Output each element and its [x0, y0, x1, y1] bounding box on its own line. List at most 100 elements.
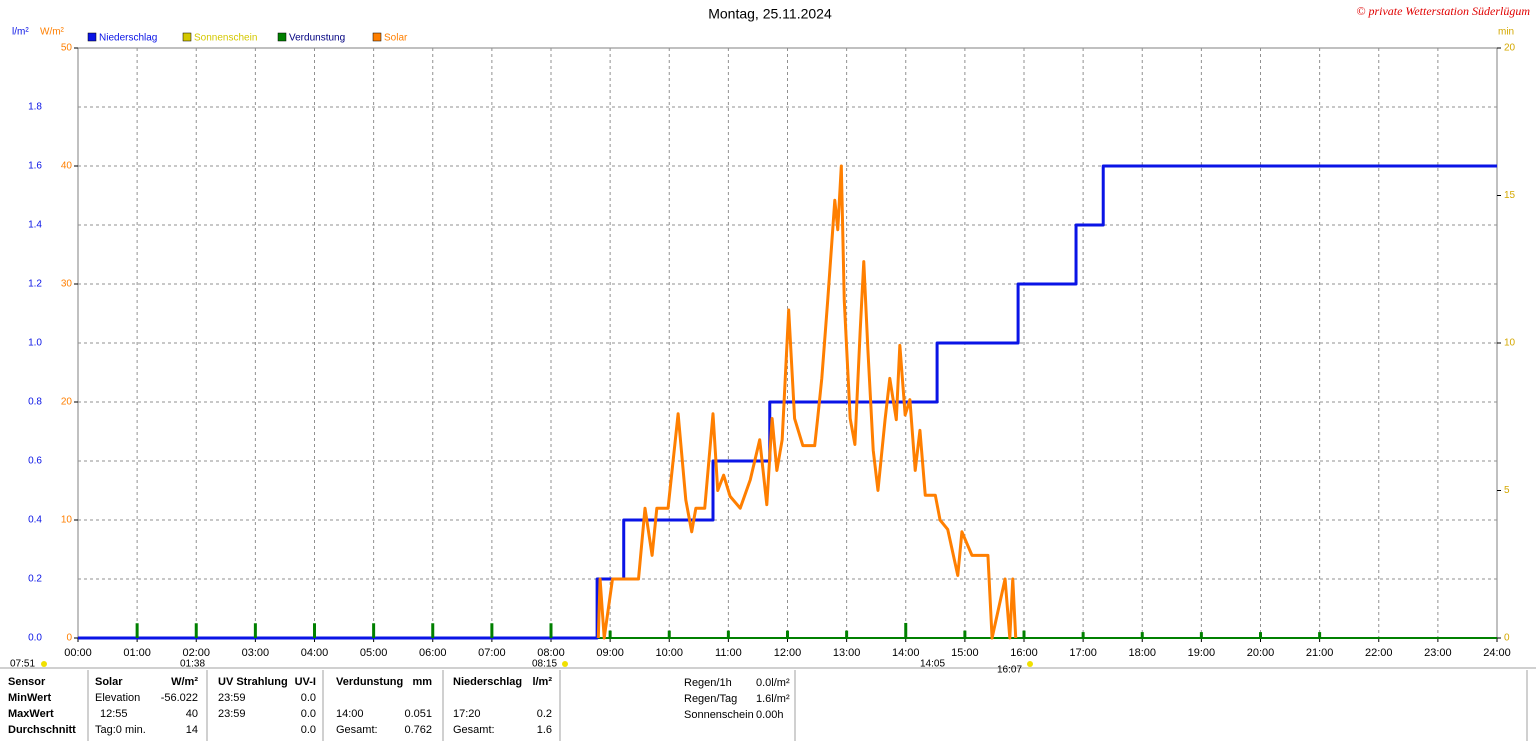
- sun-marker: [562, 661, 568, 667]
- legend-label: Sonnenschein: [194, 33, 257, 44]
- x-tick-label: 17:00: [1069, 647, 1097, 659]
- y-tick-label: 1.2: [28, 279, 42, 290]
- y-axis-label: l/m²: [12, 27, 29, 38]
- table-header: Niederschlag: [453, 676, 522, 688]
- table-cell: Elevation: [95, 692, 140, 704]
- bar: [135, 623, 139, 638]
- bar: [667, 630, 671, 638]
- table-cell: 14:00: [336, 708, 364, 720]
- x-tick-label: 04:00: [301, 647, 329, 659]
- x-tick-label: 15:00: [951, 647, 979, 659]
- table-header: W/m²: [171, 676, 198, 688]
- bar: [549, 623, 553, 638]
- x-tick-label: 08:00: [537, 647, 565, 659]
- table-cell: 23:59: [218, 708, 246, 720]
- table-cell: 17:20: [453, 708, 481, 720]
- bar: [1199, 632, 1203, 638]
- table-cell: MaxWert: [8, 708, 54, 720]
- table-cell: MinWert: [8, 692, 52, 704]
- table-cell: 1.6: [537, 724, 552, 736]
- bar: [372, 623, 376, 638]
- table-cell: Durchschnitt: [8, 724, 76, 736]
- annotation: 07:51: [10, 659, 35, 670]
- bar: [726, 630, 730, 638]
- y2-tick-label: 0: [66, 633, 72, 644]
- x-tick-label: 01:00: [123, 647, 151, 659]
- rain-value: 0.00h: [756, 709, 784, 721]
- y2-tick-label: 30: [61, 279, 73, 290]
- table-header: Solar: [95, 676, 123, 688]
- table-header: mm: [412, 676, 432, 688]
- x-tick-label: 13:00: [833, 647, 861, 659]
- y-tick-label: 0.4: [28, 515, 42, 526]
- x-tick-label: 16:00: [1010, 647, 1038, 659]
- bar: [1022, 630, 1026, 638]
- bar: [313, 623, 316, 638]
- x-tick-label: 14:00: [892, 647, 920, 659]
- y3-tick-label: 10: [1504, 338, 1516, 349]
- x-tick-label: 23:00: [1424, 647, 1452, 659]
- table-cell: 0.051: [404, 708, 432, 720]
- x-tick-label: 00:00: [64, 647, 92, 659]
- rain-value: 1.6l/m²: [756, 693, 790, 705]
- x-tick-label: 24:00: [1483, 647, 1511, 659]
- annotation: 08:15: [532, 659, 557, 670]
- x-tick-label: 10:00: [655, 647, 683, 659]
- x-tick-label: 06:00: [419, 647, 447, 659]
- series-line: [596, 164, 1018, 640]
- table-cell: 12:55: [100, 708, 128, 720]
- table-lines: [0, 667, 1536, 741]
- y-tick-label: 0.6: [28, 456, 42, 467]
- table-header: Sensor: [8, 676, 46, 688]
- x-tick-label: 19:00: [1188, 647, 1216, 659]
- bar: [431, 623, 435, 638]
- copyright: © private Wetterstation Süderlügum: [1356, 4, 1530, 18]
- table-cell: 0.0: [301, 708, 316, 720]
- y-tick-label: 0.8: [28, 397, 42, 408]
- sun-marker: [1027, 661, 1033, 667]
- x-tick-label: 18:00: [1128, 647, 1156, 659]
- bar: [253, 623, 257, 638]
- annotation: 16:07: [997, 665, 1022, 676]
- legend-label: Solar: [384, 33, 408, 44]
- table-cell: Tag:0 min.: [95, 724, 146, 736]
- legend-swatch: [182, 32, 192, 42]
- bar: [1081, 632, 1085, 638]
- y3-tick-label: 5: [1504, 485, 1510, 496]
- sun-marker: [41, 661, 47, 667]
- table-cell: Gesamt:: [453, 724, 495, 736]
- y3-tick-label: 15: [1504, 190, 1516, 201]
- table-cell: 0.762: [404, 724, 432, 736]
- y2-axis-label: W/m²: [40, 27, 65, 38]
- y-tick-label: 1.0: [28, 338, 42, 349]
- legend-swatch: [87, 32, 97, 42]
- table-header: UV Strahlung: [218, 676, 288, 688]
- table-cell: 14: [186, 724, 198, 736]
- bar: [608, 630, 612, 638]
- table-cell: 0.2: [537, 708, 552, 720]
- y2-tick-label: 10: [61, 515, 73, 526]
- rain-label: Sonnenschein: [684, 709, 754, 721]
- annotation: 14:05: [920, 659, 945, 670]
- table-header: l/m²: [532, 676, 552, 688]
- y3-tick-label: 0: [1504, 633, 1510, 644]
- bar: [1259, 632, 1262, 638]
- rain-label: Regen/Tag: [684, 693, 737, 705]
- x-tick-label: 21:00: [1306, 647, 1334, 659]
- y3-tick-label: 20: [1504, 43, 1516, 54]
- bar: [845, 630, 849, 638]
- x-tick-label: 02:00: [182, 647, 210, 659]
- x-tick-label: 07:00: [478, 647, 506, 659]
- chart-title: Montag, 25.11.2024: [708, 6, 832, 22]
- rain-value: 0.0l/m²: [756, 677, 790, 689]
- legend-swatch: [277, 32, 287, 42]
- legend-label: Verdunstung: [289, 33, 345, 44]
- annotation: 01:38: [180, 659, 205, 670]
- x-tick-label: 03:00: [242, 647, 270, 659]
- y2-tick-label: 50: [61, 43, 73, 54]
- y3-axis-label: min: [1498, 27, 1514, 38]
- table-cell: 0.0: [301, 692, 316, 704]
- legend-label: Niederschlag: [99, 33, 157, 44]
